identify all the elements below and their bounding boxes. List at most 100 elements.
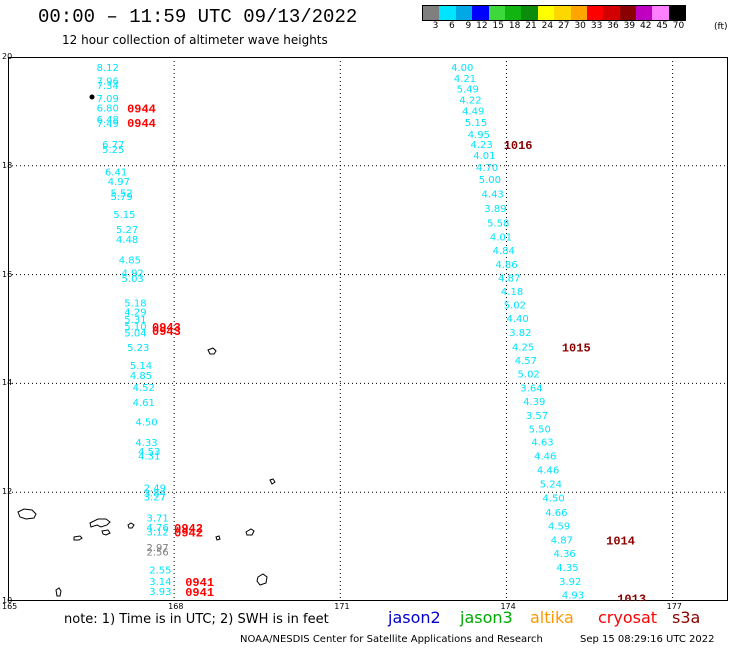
legend-swatch bbox=[668, 6, 686, 20]
wave-height-label: 4.93 bbox=[562, 591, 584, 601]
wave-height-label: 3.27 bbox=[144, 493, 166, 504]
wave-height-label: 4.97 bbox=[108, 177, 130, 188]
x-tick-label: 168 bbox=[168, 602, 184, 611]
island-outline bbox=[73, 535, 83, 541]
y-tick-label: 20 bbox=[2, 52, 13, 61]
legend-label: 15 bbox=[492, 21, 504, 31]
wave-height-label: 4.39 bbox=[523, 397, 545, 408]
wave-height-label: 5.25 bbox=[102, 145, 124, 156]
wave-height-label: 7.09 bbox=[97, 94, 119, 105]
legend-label: 6 bbox=[449, 21, 455, 31]
pass-time-label: 0943 bbox=[152, 325, 181, 339]
satellite-legend-jason3: jason3 bbox=[460, 608, 513, 627]
wave-height-label: 3.14 bbox=[149, 577, 171, 588]
wave-height-label: 5.23 bbox=[127, 343, 149, 354]
wave-height-label: 4.01 bbox=[490, 233, 512, 244]
wave-height-label: 6.77 bbox=[102, 140, 124, 151]
y-tick-label: 18 bbox=[2, 160, 13, 170]
island-outline bbox=[256, 573, 268, 586]
wave-height-label: 4.35 bbox=[556, 563, 578, 574]
y-tick-label: 16 bbox=[2, 269, 13, 279]
legend-swatch bbox=[455, 6, 473, 20]
wave-height-label: 5.10 bbox=[124, 322, 146, 333]
y-tick-label: 14 bbox=[2, 378, 13, 388]
island-outline bbox=[17, 508, 37, 520]
wave-height-label: 4.50 bbox=[135, 418, 157, 429]
wave-height-label: 6.41 bbox=[105, 167, 127, 178]
wave-height-label: 4.49 bbox=[462, 106, 484, 117]
wave-height-label: 4.31 bbox=[138, 451, 160, 462]
satellite-legend-s3a: s3a bbox=[672, 608, 701, 627]
plot-frame bbox=[8, 57, 728, 601]
wave-height-label: 4.29 bbox=[124, 308, 146, 319]
legend-swatch bbox=[537, 6, 555, 20]
wave-height-label: 5.31 bbox=[124, 315, 146, 326]
x-tick-label: 174 bbox=[500, 602, 516, 611]
legend-label: 45 bbox=[656, 21, 668, 31]
wave-height-label: 4.22 bbox=[459, 96, 481, 107]
wave-height-label: 4.92 bbox=[122, 269, 144, 280]
legend-swatch bbox=[554, 6, 571, 20]
legend-unit: (ft) bbox=[714, 22, 728, 32]
y-tick-label: 12 bbox=[2, 487, 13, 497]
wave-height-label: 4.53 bbox=[138, 447, 160, 458]
island-outline bbox=[89, 518, 111, 528]
wave-height-label: 5.14 bbox=[130, 361, 152, 372]
legend-swatch bbox=[586, 6, 604, 20]
island-outline bbox=[55, 587, 62, 597]
wave-height-label: 5.03 bbox=[122, 274, 144, 285]
pass-time-label: 0941 bbox=[185, 586, 214, 600]
wave-height-label: 2.49 bbox=[144, 483, 166, 494]
wave-height-label: 4.18 bbox=[501, 287, 523, 298]
legend-label: 9 bbox=[465, 21, 472, 31]
legend-label: 39 bbox=[623, 21, 636, 31]
wave-height-label: 5.02 bbox=[504, 301, 526, 312]
wave-height-label: 5.50 bbox=[529, 425, 551, 436]
wave-height-label: 2.56 bbox=[146, 548, 168, 559]
wave-height-label: 5.04 bbox=[124, 328, 146, 339]
wave-height-label: 3.12 bbox=[146, 527, 168, 538]
island-outline bbox=[215, 535, 221, 541]
legend-label: 30 bbox=[574, 21, 586, 31]
legend-swatch bbox=[521, 6, 538, 20]
legend-swatch bbox=[570, 6, 587, 20]
wave-height-label: 4.00 bbox=[451, 63, 473, 74]
wave-height-label: 5.18 bbox=[124, 298, 146, 309]
x-tick-label: 171 bbox=[334, 602, 350, 611]
legend-swatch bbox=[439, 6, 456, 20]
wave-height-label: 4.63 bbox=[531, 438, 553, 449]
wave-height-label: 4.76 bbox=[146, 523, 168, 534]
legend-swatches bbox=[422, 5, 687, 21]
legend-labels: 3 6 9 12 15 18 21 24 27 30 33 36 39 42 45 70 bbox=[422, 21, 686, 31]
pass-time-label: 1016 bbox=[504, 139, 533, 153]
wave-height-label: 4.50 bbox=[542, 494, 564, 505]
wave-height-label: 4.85 bbox=[130, 371, 152, 382]
wave-height-label: 5.58 bbox=[487, 218, 509, 229]
pass-time-label: 0944 bbox=[127, 103, 156, 117]
island-outline bbox=[269, 478, 276, 485]
legend-label: 36 bbox=[607, 21, 619, 31]
legend-label: 27 bbox=[558, 21, 570, 31]
wave-height-label: 3.92 bbox=[559, 577, 581, 588]
x-tick-label: 165 bbox=[2, 602, 18, 611]
island-outline bbox=[207, 347, 217, 355]
legend-label: 21 bbox=[525, 21, 537, 31]
generation-timestamp: Sep 15 08:29:16 UTC 2022 bbox=[580, 634, 715, 645]
legend-label: 42 bbox=[640, 21, 652, 31]
credit-text: NOAA/NESDIS Center for Satellite Applica… bbox=[240, 634, 543, 645]
legend-swatch bbox=[504, 6, 522, 20]
legend-swatch bbox=[619, 6, 637, 20]
wave-height-label: 5.24 bbox=[540, 480, 562, 491]
wave-height-label: 6.48 bbox=[97, 115, 119, 126]
island-outline bbox=[245, 528, 255, 536]
wave-height-label: 5.15 bbox=[113, 210, 135, 221]
wave-height-label: 4.87 bbox=[498, 273, 520, 284]
legend-swatch bbox=[603, 6, 620, 20]
wave-height-label: 2.55 bbox=[149, 566, 171, 577]
wave-height-label: 4.01 bbox=[473, 151, 495, 162]
wave-height-label: 4.57 bbox=[515, 356, 537, 367]
pass-time-label: 0942 bbox=[174, 526, 203, 540]
chart-subtitle: 12 hour collection of altimeter wave hei… bbox=[62, 33, 328, 47]
wave-height-label: 5.15 bbox=[465, 118, 487, 129]
chart-title: 00:00 – 11:59 UTC 09/13/2022 bbox=[38, 6, 358, 28]
